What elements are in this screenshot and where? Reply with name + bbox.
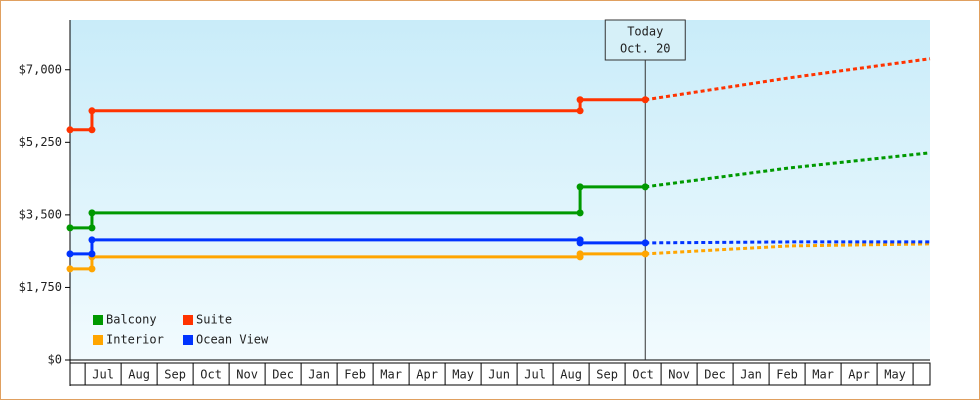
x-tick-label: Apr xyxy=(416,368,438,382)
price-point xyxy=(66,126,74,134)
x-tick-label: Nov xyxy=(236,368,258,382)
x-tick-label: Mar xyxy=(812,368,834,382)
x-tick-label: May xyxy=(884,368,906,382)
x-tick-label: Jan xyxy=(740,368,762,382)
price-point xyxy=(88,126,96,134)
price-point xyxy=(641,183,649,191)
x-tick-label: Nov xyxy=(668,368,690,382)
x-tick-label: Feb xyxy=(776,368,798,382)
legend-swatch xyxy=(183,315,193,325)
y-tick-label: $1,750 xyxy=(19,280,62,294)
x-tick-label: Jul xyxy=(524,368,546,382)
price-line xyxy=(70,252,646,271)
price-point xyxy=(576,96,584,104)
legend-swatch xyxy=(183,335,193,345)
today-date: Oct. 20 xyxy=(620,42,671,56)
price-point xyxy=(66,224,74,232)
y-tick-label: $7,000 xyxy=(19,62,62,76)
price-point xyxy=(88,107,96,115)
y-tick-label: $3,500 xyxy=(19,207,62,221)
price-point xyxy=(88,209,96,217)
price-line xyxy=(70,185,646,230)
price-point xyxy=(641,250,649,258)
price-point xyxy=(576,209,584,217)
plot-area xyxy=(70,20,930,360)
price-point xyxy=(88,250,96,258)
legend-label: Suite xyxy=(196,313,232,327)
forecast-line xyxy=(645,242,931,256)
price-point xyxy=(66,250,74,258)
x-tick-label: Apr xyxy=(848,368,870,382)
y-tick-label: $5,250 xyxy=(19,135,62,149)
y-tick-label: $0 xyxy=(48,353,62,367)
price-point xyxy=(576,183,584,191)
x-tick-label: Jun xyxy=(488,368,510,382)
x-tick-label: Feb xyxy=(344,368,366,382)
legend-label: Balcony xyxy=(106,313,157,327)
price-point xyxy=(576,107,584,115)
x-tick-label: Mar xyxy=(380,368,402,382)
price-point xyxy=(641,239,649,247)
price-point xyxy=(641,96,649,104)
price-line xyxy=(70,238,646,256)
x-tick-label: Jul xyxy=(92,368,114,382)
legend-label: Ocean View xyxy=(196,333,269,347)
price-point xyxy=(576,250,584,258)
x-tick-label: Oct xyxy=(200,368,222,382)
legend-swatch xyxy=(93,335,103,345)
x-tick-label: Sep xyxy=(596,368,618,382)
x-tick-label: Dec xyxy=(272,368,294,382)
forecast-line xyxy=(645,240,930,245)
x-axis-band xyxy=(69,362,931,386)
x-tick-label: Jan xyxy=(308,368,330,382)
price-point xyxy=(88,236,96,244)
forecast-line xyxy=(645,57,931,102)
price-line xyxy=(70,98,646,132)
x-tick-label: Sep xyxy=(164,368,186,382)
price-point xyxy=(576,239,584,247)
x-tick-label: Aug xyxy=(560,368,582,382)
today-label: Today xyxy=(627,25,663,39)
x-tick-label: Oct xyxy=(632,368,654,382)
legend-label: Interior xyxy=(106,333,164,347)
price-point xyxy=(88,265,96,273)
x-tick-label: Dec xyxy=(704,368,726,382)
price-point xyxy=(88,224,96,232)
forecast-line xyxy=(645,151,931,189)
today-box xyxy=(604,19,686,61)
x-tick-label: May xyxy=(452,368,474,382)
price-point xyxy=(66,265,74,273)
legend-swatch xyxy=(93,315,103,325)
x-tick-label: Aug xyxy=(128,368,150,382)
